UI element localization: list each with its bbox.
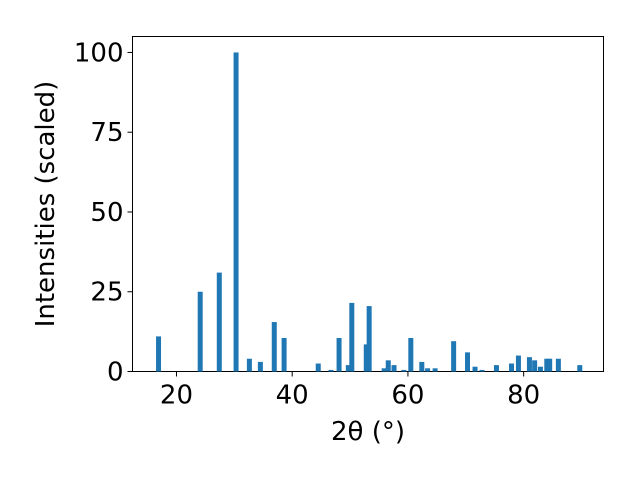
- x-tick-label: 60: [391, 381, 424, 411]
- x-tick-label: 20: [160, 381, 193, 411]
- bar: [381, 368, 387, 372]
- bar: [246, 358, 252, 372]
- bar: [328, 369, 334, 372]
- bar: [465, 352, 471, 372]
- y-axis-label: Intensities (scaled): [31, 81, 61, 328]
- bar: [363, 344, 369, 372]
- y-tick-label: 50: [90, 198, 123, 228]
- x-tick-label: 80: [507, 381, 540, 411]
- bar: [419, 361, 425, 372]
- bar: [532, 360, 538, 372]
- bar: [408, 338, 414, 372]
- bar: [555, 358, 561, 372]
- bar: [432, 368, 438, 372]
- bar: [281, 338, 287, 372]
- bar: [156, 336, 162, 372]
- bar: [271, 322, 277, 372]
- y-tick-label: 75: [90, 118, 123, 148]
- x-tick-label: 40: [276, 381, 309, 411]
- bar: [385, 360, 391, 372]
- bar: [515, 355, 521, 372]
- bar: [537, 366, 543, 372]
- bar: [233, 52, 239, 372]
- bar: [544, 358, 550, 372]
- bar: [257, 361, 263, 372]
- bar: [336, 338, 342, 372]
- bar: [425, 368, 431, 372]
- bar: [451, 341, 457, 372]
- bar: [349, 302, 355, 372]
- bar: [315, 363, 321, 372]
- bar: [401, 369, 407, 372]
- y-tick-label: 25: [90, 278, 123, 308]
- x-axis-label: 2θ (°): [331, 417, 405, 447]
- bar: [577, 365, 583, 372]
- bar: [479, 369, 485, 372]
- bar: [345, 365, 351, 372]
- bar: [472, 366, 478, 372]
- bar: [493, 365, 499, 372]
- y-tick-label: 100: [74, 38, 124, 68]
- bar: [391, 365, 397, 372]
- bar: [197, 291, 203, 372]
- bar: [216, 272, 222, 372]
- bar: [526, 357, 532, 372]
- y-tick-label: 0: [107, 358, 124, 388]
- bar: [547, 358, 553, 372]
- bar: [508, 363, 514, 372]
- bar: [366, 306, 372, 372]
